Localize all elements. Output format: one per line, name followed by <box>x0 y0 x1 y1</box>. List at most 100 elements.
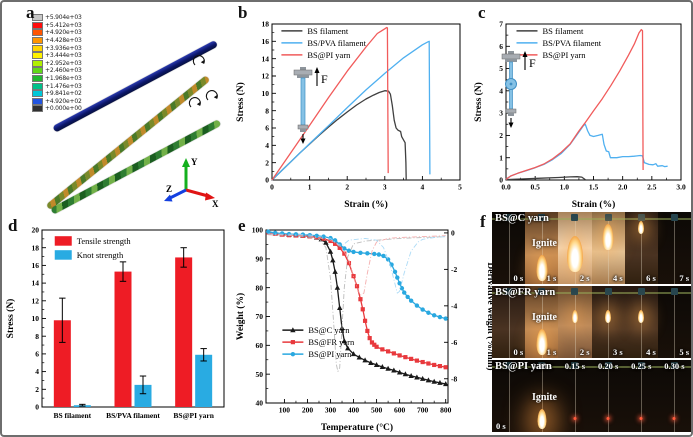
rotation-arrow-icon <box>192 55 205 66</box>
svg-text:1: 1 <box>499 153 503 162</box>
knot-specimen-icon: F <box>498 50 542 133</box>
colorbar-row: +2.460e+03 <box>32 67 82 75</box>
clamp-icon <box>505 288 513 295</box>
colorbar-swatch <box>32 105 43 113</box>
clamp-icon <box>538 214 546 221</box>
colorbar-value: +2.460e+03 <box>45 67 82 75</box>
svg-text:600: 600 <box>394 406 406 415</box>
colorbar-value: +3.444e+03 <box>45 52 82 60</box>
svg-text:5: 5 <box>458 183 462 192</box>
photo-frame: 6 s <box>624 212 658 284</box>
timestamp: 0.30 s <box>664 361 685 371</box>
timestamp: 0.20 s <box>597 361 619 371</box>
svg-text:BS filament: BS filament <box>53 411 91 420</box>
clamp-icon <box>637 288 645 295</box>
panel-c-label: c <box>478 3 486 22</box>
stress-colorbar: +5.904e+03 +5.412e+03 +4.920e+03 +4.428e+03… <box>32 14 82 113</box>
clamp-icon <box>637 362 645 369</box>
ignite-label: Ignite <box>532 311 557 323</box>
colorbar-value: +3.936e+03 <box>45 44 82 52</box>
photo-frame: 2 s <box>558 286 592 358</box>
svg-text:10: 10 <box>32 314 40 323</box>
yarn-strand <box>574 294 576 358</box>
clamp-icon <box>670 362 678 369</box>
svg-text:5: 5 <box>499 64 503 73</box>
svg-text:3.0: 3.0 <box>676 183 686 192</box>
svg-text:16: 16 <box>32 261 40 270</box>
yarn-strand <box>674 294 676 358</box>
colorbar-row: +9.841e+02 <box>32 90 82 98</box>
svg-text:50: 50 <box>256 370 264 379</box>
svg-text:60: 60 <box>256 341 264 350</box>
timestamp: 0.05 s <box>531 361 552 371</box>
timestamp: 0 s <box>496 421 506 431</box>
svg-text:BS filament: BS filament <box>307 26 348 36</box>
photo-frame: 4 s <box>591 212 625 284</box>
colorbar-swatch <box>32 97 43 105</box>
svg-text:18: 18 <box>262 20 270 29</box>
clamp-icon <box>538 288 546 295</box>
svg-text:BS@PI yarn: BS@PI yarn <box>307 50 351 60</box>
svg-text:1: 1 <box>308 183 312 192</box>
clamp-icon <box>538 362 546 369</box>
svg-text:8: 8 <box>35 332 39 341</box>
svg-text:-2: -2 <box>451 265 457 274</box>
photo-frame: 1 s <box>525 286 559 358</box>
photo-frame: 5 s <box>657 286 691 358</box>
svg-text:0.0: 0.0 <box>501 183 511 192</box>
flame-icon <box>606 417 610 421</box>
svg-text:0: 0 <box>35 403 39 412</box>
axis-x-label: X <box>212 199 219 208</box>
clamp-icon <box>604 288 612 295</box>
yarn-strand <box>508 294 510 358</box>
colorbar-swatch <box>32 75 43 83</box>
colorbar-swatch <box>32 29 43 37</box>
flame-icon <box>571 310 578 324</box>
panel-b: b 0 1 2 3 4 5 0 2 4 6 8 10 12 14 16 18 Strain (%) Stress … <box>234 2 470 214</box>
flame-icon <box>602 223 614 250</box>
flame-icon <box>536 255 548 282</box>
timestamp: 6 s <box>646 273 656 283</box>
colorbar-swatch <box>32 67 43 75</box>
bar <box>175 257 193 407</box>
photo-frame: 0.15 s <box>558 360 592 432</box>
timestamp: 0.25 s <box>631 361 652 371</box>
svg-text:0: 0 <box>270 183 274 192</box>
photo-frame: 7 s <box>657 212 691 284</box>
svg-text:Strain (%): Strain (%) <box>572 199 616 210</box>
panel-b-label: b <box>238 3 248 22</box>
panel-c: c 0.0 0.5 1.0 1.5 2.0 2.5 3.0 0 1 2 3 4 5 6 7 Strain (%… <box>472 2 691 214</box>
colorbar-row: +4.920e+03 <box>32 29 82 37</box>
svg-text:40: 40 <box>256 399 264 408</box>
yarn-strand <box>574 368 576 432</box>
svg-text:Stress (N): Stress (N) <box>473 82 484 122</box>
clamp-icon <box>670 214 678 221</box>
rotation-arrow-icon <box>188 97 201 108</box>
svg-text:2: 2 <box>265 158 269 167</box>
force-label: F <box>321 72 328 86</box>
holder-rod <box>492 218 691 220</box>
svg-text:0.5: 0.5 <box>530 183 540 192</box>
svg-text:18: 18 <box>32 243 40 252</box>
photo-frame: 0.20 s <box>591 360 625 432</box>
svg-text:300: 300 <box>325 406 337 415</box>
timestamp: 5 s <box>679 347 690 357</box>
photo-frame: 2 s <box>558 212 592 284</box>
timestamp: 4 s <box>646 347 656 357</box>
svg-text:6: 6 <box>499 42 503 51</box>
svg-text:Strain (%): Strain (%) <box>344 199 388 210</box>
svg-text:Stress (N): Stress (N) <box>235 82 246 122</box>
colorbar-value: +9.841e+02 <box>45 90 82 98</box>
panel-f-label: f <box>480 212 486 231</box>
photo-frame: 1 s <box>525 212 559 284</box>
svg-text:12: 12 <box>262 72 270 81</box>
svg-text:10: 10 <box>262 89 270 98</box>
flame-icon <box>672 417 676 421</box>
yarn-strand <box>508 220 510 284</box>
timestamp: 0.15 s <box>564 361 586 371</box>
colorbar-row: +1.968e+03 <box>32 75 82 83</box>
yarn-strand <box>674 220 676 284</box>
flame-test-strip: 0 s 1 s 2 s 3 s 4 s 5 s BS@FR yarn Ignite <box>492 286 691 358</box>
strip-title: BS@FR yarn <box>495 287 556 298</box>
colorbar-value: +1.476e+03 <box>45 82 82 90</box>
